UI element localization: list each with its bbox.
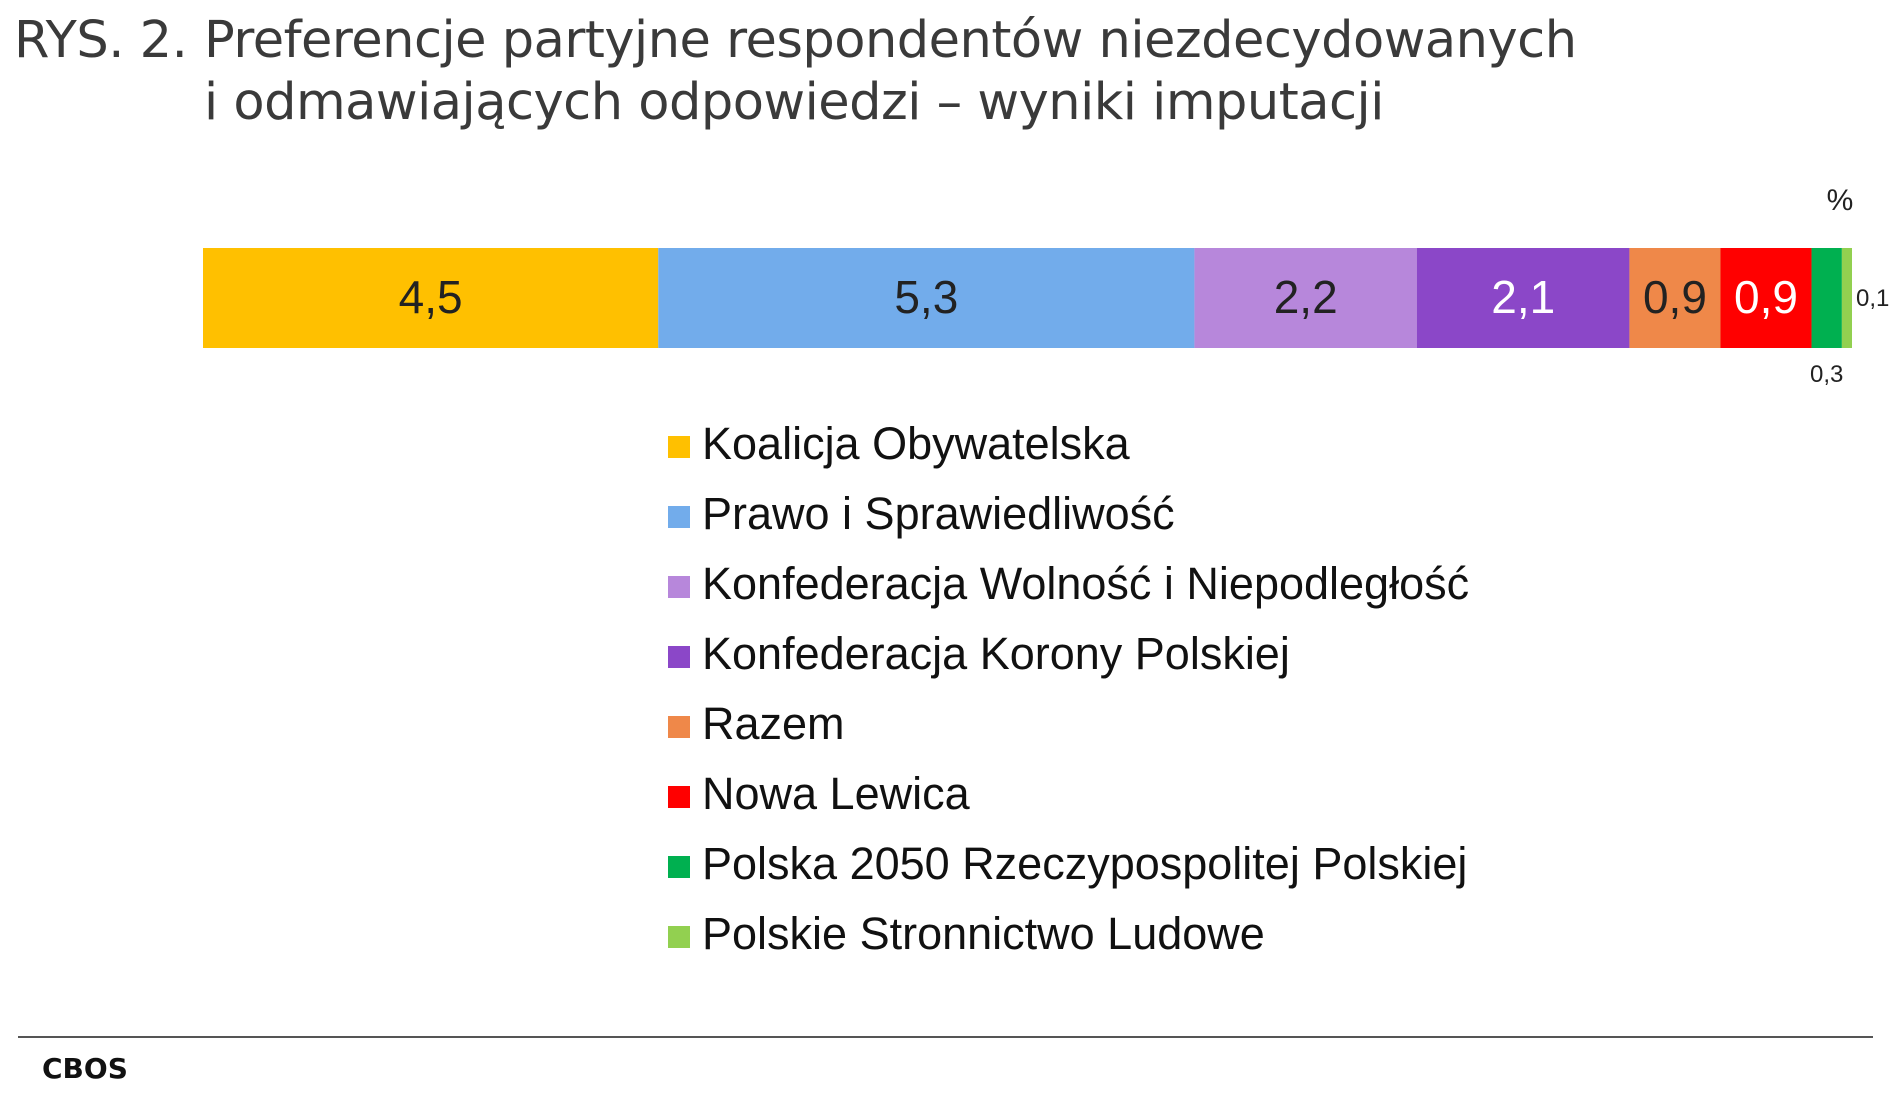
title-text-1: Preferencje partyjne respondentów niezde… — [204, 11, 1577, 70]
source-label: CBOS — [42, 1052, 128, 1085]
data-label-2: 5,3 — [894, 271, 958, 323]
title-line-1: RYS. 2. Preferencje partyjne respondentów… — [14, 10, 1614, 72]
bar-segment-8 — [1841, 248, 1852, 348]
legend-label-4: Konfederacja Korony Polskiej — [702, 628, 1290, 679]
legend-label-8: Polskie Stronnictwo Ludowe — [702, 908, 1265, 959]
legend-swatch-8 — [668, 926, 690, 948]
legend-label-6: Nowa Lewica — [702, 768, 971, 819]
source-divider — [18, 1036, 1873, 1038]
legend-swatch-7 — [668, 856, 690, 878]
title-line-2: i odmawiających odpowiedzi – wyniki impu… — [204, 73, 1384, 132]
legend-label-5: Razem — [702, 698, 845, 749]
bar-segment-2 — [658, 248, 1195, 348]
legend-swatch-4 — [668, 646, 690, 668]
figure-number: RYS. 2. — [14, 11, 188, 70]
data-label-7: 0,3 — [1810, 361, 1843, 388]
data-label-4: 2,1 — [1491, 271, 1555, 323]
legend-swatch-2 — [668, 506, 690, 528]
legend: Koalicja Obywatelska Prawo i Sprawiedliwo… — [668, 418, 1469, 959]
legend-label-3: Konfederacja Wolność i Niepodległość — [702, 558, 1469, 609]
legend-swatch-3 — [668, 576, 690, 598]
bar-segment-1 — [203, 248, 659, 348]
stacked-bar-chart: % 4,5 5,3 2,2 2,1 0,9 0,9 0,3 0,1 Koalicja Obywa… — [203, 184, 1889, 959]
data-label-1: 4,5 — [399, 271, 463, 323]
bar-segment-7 — [1811, 248, 1842, 348]
chart-title: RYS. 2. Preferencje partyjne respondentów… — [14, 10, 1614, 134]
legend-label-2: Prawo i Sprawiedliwość — [702, 488, 1175, 539]
legend-swatch-6 — [668, 786, 690, 808]
legend-label-1: Koalicja Obywatelska — [702, 418, 1131, 469]
legend-swatch-5 — [668, 716, 690, 738]
data-label-6: 0,9 — [1734, 271, 1798, 323]
data-label-8: 0,1 — [1856, 285, 1889, 312]
bar-segment-3 — [1194, 248, 1417, 348]
legend-swatch-1 — [668, 436, 690, 458]
legend-label-7: Polska 2050 Rzeczypospolitej Polskiej — [702, 838, 1467, 889]
unit-label: % — [1827, 184, 1854, 217]
bar-segment-4 — [1416, 248, 1630, 348]
bar-group: % 4,5 5,3 2,2 2,1 0,9 0,9 0,3 0,1 — [203, 184, 1889, 388]
data-label-3: 2,2 — [1274, 271, 1338, 323]
bar-segment-6 — [1720, 248, 1812, 348]
data-label-5: 0,9 — [1643, 271, 1707, 323]
bar-segment-5 — [1629, 248, 1721, 348]
